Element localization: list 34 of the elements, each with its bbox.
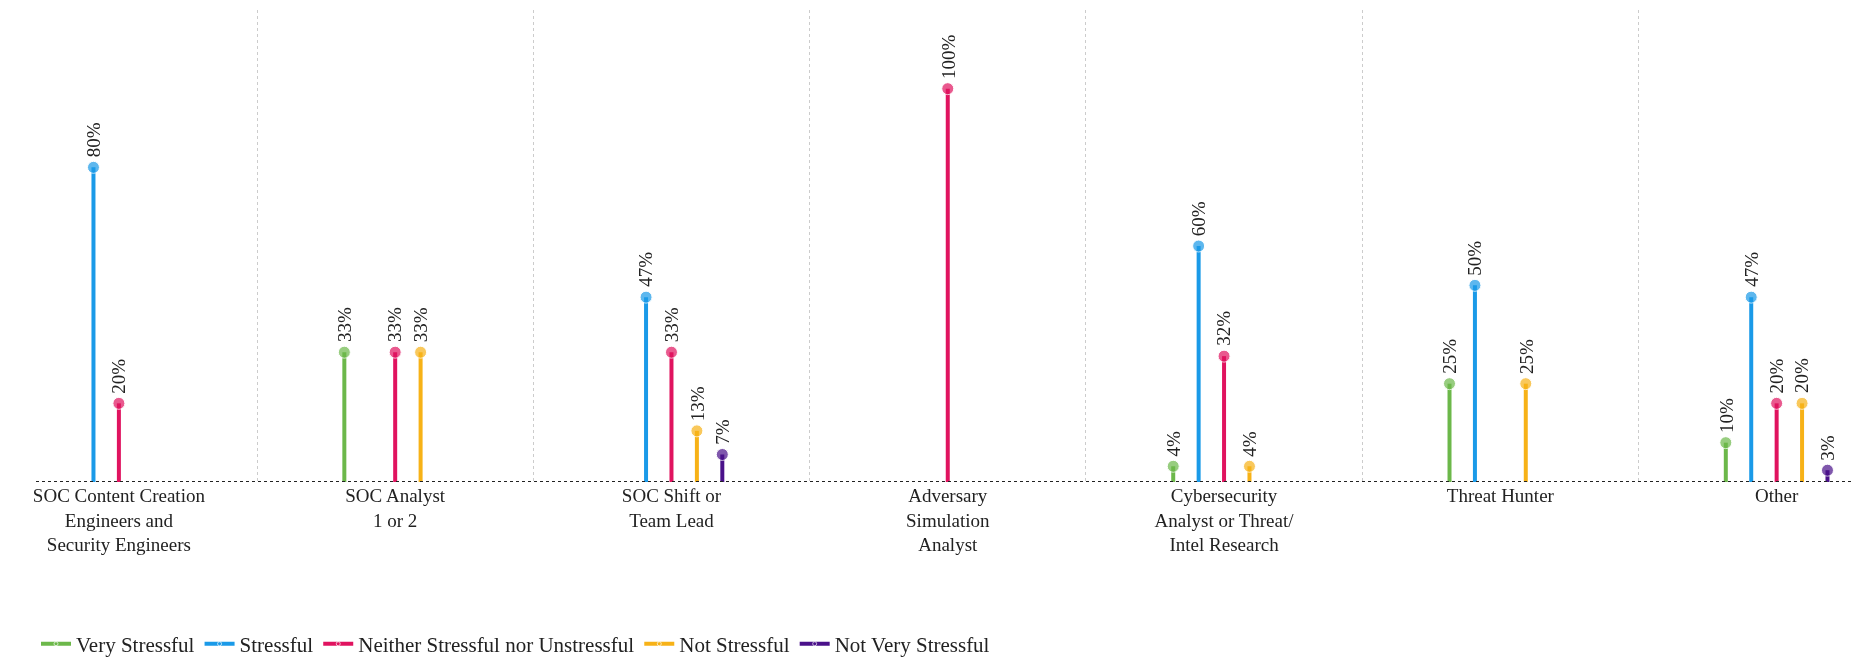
x-tick-label: Adversary Simulation Analyst	[906, 485, 990, 556]
data-label: 13%	[686, 386, 708, 422]
data-label: 10%	[1715, 397, 1737, 433]
data-label: 4%	[1162, 430, 1184, 457]
data-label: 33%	[384, 306, 406, 342]
data-label: 47%	[1740, 251, 1762, 287]
x-tick-label: Other	[1755, 485, 1799, 506]
legend-label: Very Stressful	[76, 632, 195, 657]
data-label: 7%	[711, 419, 733, 445]
x-tick-label: SOC Content Creation Engineers and Security Engineers	[32, 485, 206, 556]
data-label: 100%	[937, 34, 959, 79]
legend-label: Neither Stressful nor Unstressful	[358, 632, 635, 657]
data-label: 60%	[1188, 201, 1210, 237]
data-label: 47%	[635, 251, 657, 287]
data-label: 25%	[1439, 338, 1461, 374]
legend-label: Not Stressful	[679, 632, 790, 657]
data-label: 20%	[1791, 357, 1813, 393]
x-tick-label: Threat Hunter	[1446, 485, 1555, 506]
data-label: 33%	[333, 307, 355, 343]
data-label: 80%	[82, 122, 104, 158]
legend-label: Stressful	[239, 632, 314, 657]
data-label: 20%	[108, 358, 130, 394]
x-tick-label: SOC Analyst 1 or 2	[345, 485, 446, 531]
data-label: 33%	[660, 307, 682, 343]
legend-label: Not Very Stressful	[834, 632, 990, 657]
data-label: 50%	[1464, 240, 1486, 276]
data-label: 4%	[1239, 431, 1261, 457]
data-label: 25%	[1515, 338, 1537, 374]
data-label: 20%	[1765, 358, 1787, 394]
data-label: 32%	[1213, 310, 1235, 346]
x-tick-label: SOC Shift or Team Lead	[621, 485, 722, 531]
data-label: 33%	[409, 307, 431, 343]
x-tick-label: Cybersecurity Analyst or Threat/ Intel Research	[1154, 485, 1295, 556]
data-label: 3%	[1817, 435, 1839, 461]
